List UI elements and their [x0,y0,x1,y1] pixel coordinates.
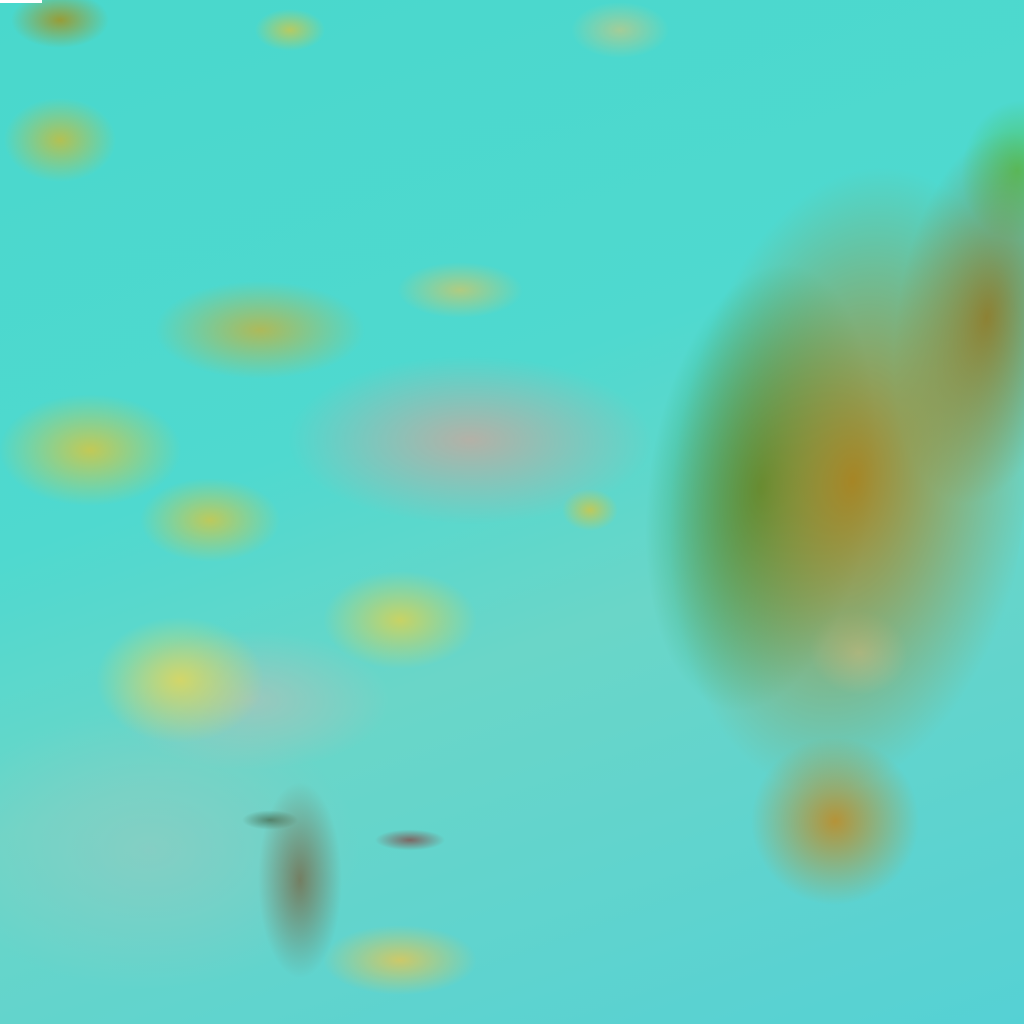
corner-mark [0,0,42,3]
